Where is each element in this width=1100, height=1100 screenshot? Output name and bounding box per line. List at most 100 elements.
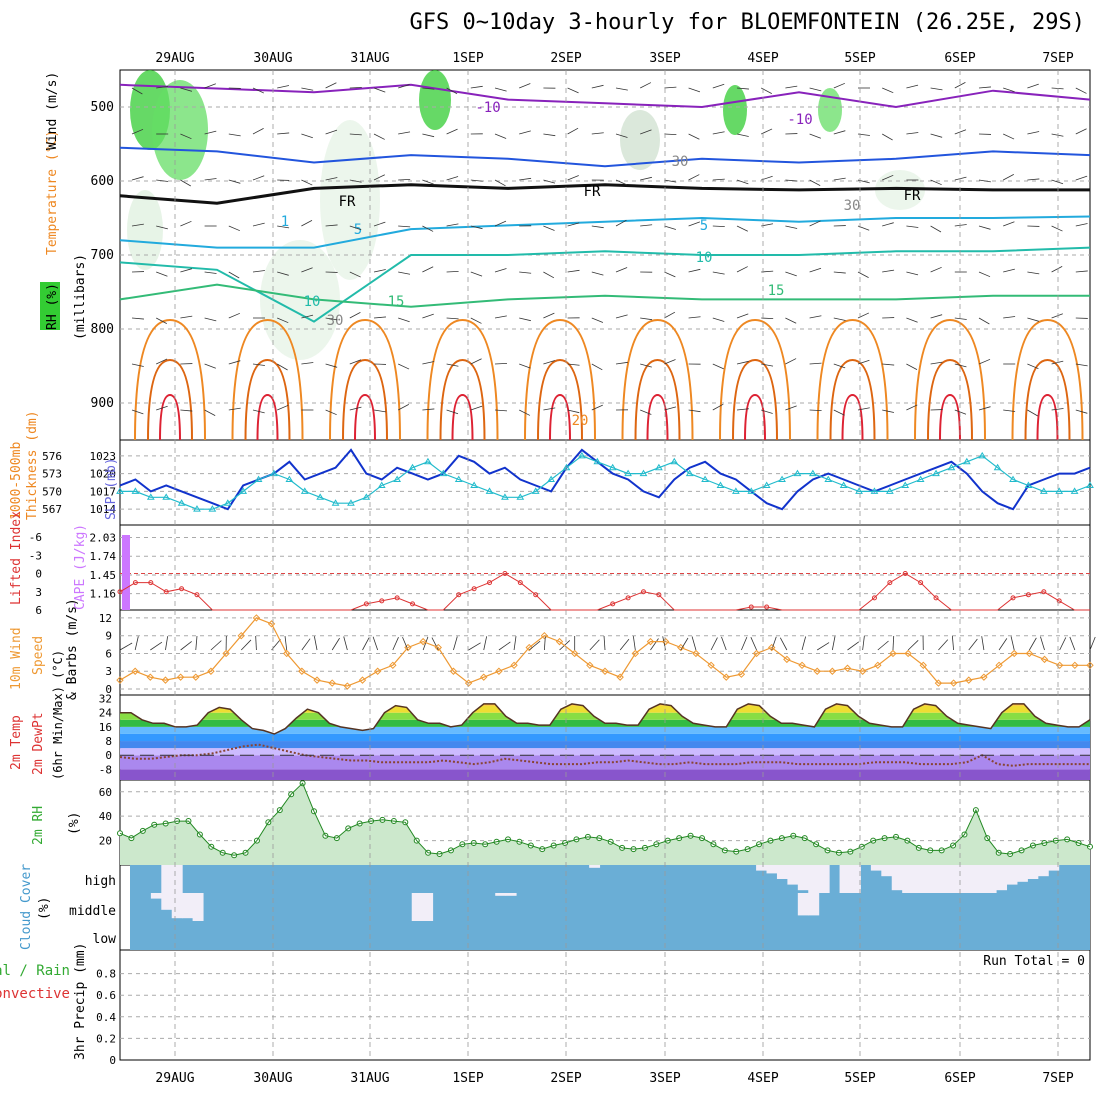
surface-wind-barb bbox=[513, 636, 517, 651]
wind-barb bbox=[615, 361, 628, 365]
wind-barb bbox=[978, 225, 991, 230]
millibars-label: (millibars) bbox=[73, 254, 88, 340]
date-label-bottom: 3SEP bbox=[649, 1071, 680, 1086]
li-point bbox=[194, 592, 200, 598]
li-point bbox=[471, 586, 477, 592]
wind-barb bbox=[398, 363, 410, 370]
wind-barb bbox=[252, 270, 265, 273]
wind-barb bbox=[640, 176, 652, 181]
wind-barb bbox=[543, 133, 556, 137]
date-label-bottom: 7SEP bbox=[1042, 1071, 1073, 1086]
surface-wind-barb bbox=[362, 637, 370, 651]
temp-tick: 16 bbox=[99, 721, 112, 734]
wind-barb bbox=[664, 86, 677, 89]
contour-label: -10 bbox=[475, 100, 500, 116]
cloud-cell-high bbox=[975, 865, 987, 893]
surface-wind-barb bbox=[998, 638, 1008, 651]
wind-barb bbox=[785, 405, 797, 411]
wind-speed-point bbox=[389, 661, 397, 670]
wind-barb bbox=[688, 174, 700, 181]
wind10-label-1: 10m Wind bbox=[9, 627, 24, 690]
wind-barb bbox=[809, 179, 821, 186]
cape-axis-label: CAPE (J/kg) bbox=[73, 524, 88, 610]
run-total: Run Total = 0 bbox=[983, 954, 1085, 969]
wind-barb bbox=[519, 177, 532, 181]
wind-speed-point bbox=[464, 679, 473, 687]
pressure-tick: 700 bbox=[91, 248, 114, 263]
wind-barb bbox=[1075, 409, 1088, 414]
wind-barb bbox=[640, 409, 652, 415]
wind-barb bbox=[156, 271, 168, 277]
wind-barb bbox=[688, 316, 701, 319]
wind-barb bbox=[1051, 313, 1063, 319]
cloud-cell-high bbox=[964, 865, 976, 893]
wind-barb bbox=[882, 87, 894, 94]
wind-barb bbox=[446, 176, 459, 181]
wind-speed-point bbox=[1040, 655, 1049, 664]
wind-barb bbox=[954, 224, 967, 227]
wind-barb bbox=[228, 407, 241, 411]
contour-label: 5 bbox=[354, 222, 362, 238]
precip-rain-label: Total / Rain bbox=[0, 963, 70, 979]
wind-barb bbox=[930, 179, 942, 186]
rh-tick: 20 bbox=[99, 835, 112, 848]
li-point bbox=[610, 601, 616, 607]
wind-barb bbox=[543, 179, 556, 184]
wind-barb bbox=[277, 404, 289, 411]
wind-barb bbox=[470, 317, 482, 324]
isotherm-20-loop bbox=[621, 318, 694, 441]
surface-wind-barb bbox=[981, 636, 985, 651]
wind-barb bbox=[1051, 266, 1063, 273]
wind-speed-point bbox=[373, 667, 382, 675]
wind-barb bbox=[736, 179, 749, 185]
wind-barb bbox=[978, 271, 991, 278]
surface-wind-barb bbox=[779, 637, 788, 651]
wind-barb bbox=[567, 175, 579, 181]
wind-tick: 6 bbox=[105, 647, 112, 660]
li-tick: 0 bbox=[35, 568, 42, 581]
temp-band bbox=[120, 748, 1090, 756]
wind-barb bbox=[180, 179, 191, 187]
wind-barb bbox=[422, 408, 435, 411]
cloud-cell-high bbox=[985, 865, 997, 893]
wind-barb bbox=[664, 311, 676, 319]
isotherm-line bbox=[119, 183, 1090, 205]
wind-barb bbox=[1075, 363, 1088, 367]
wind-barb bbox=[131, 317, 144, 320]
wind-barb bbox=[640, 363, 652, 368]
rh-shading bbox=[620, 110, 660, 170]
precip-tick: 0 bbox=[109, 1054, 116, 1067]
surface-wind-barb bbox=[691, 636, 697, 651]
thickness-line bbox=[120, 455, 1091, 510]
thickness-point bbox=[978, 451, 987, 459]
isotherm-30-loop bbox=[451, 393, 474, 441]
temp-band bbox=[120, 769, 1090, 780]
wind-barb bbox=[204, 271, 217, 274]
wind-barb bbox=[204, 317, 217, 322]
wind-speed-point bbox=[555, 637, 564, 646]
wind-speed-point bbox=[616, 673, 624, 681]
surface-wind-barb bbox=[938, 639, 949, 651]
cloud-cell-middle bbox=[161, 893, 173, 910]
wind-barb bbox=[1027, 271, 1040, 275]
precip-convective-label: Convective bbox=[0, 986, 70, 1002]
surface-wind-barb bbox=[632, 636, 636, 651]
wind-barb bbox=[1075, 128, 1087, 135]
isotherm-line bbox=[119, 283, 1090, 308]
thickness-tick: 576 bbox=[42, 450, 62, 463]
li-point bbox=[933, 595, 939, 601]
wind-barb bbox=[1003, 409, 1016, 412]
wind-barb bbox=[978, 179, 991, 183]
wind-speed-point bbox=[874, 661, 882, 670]
wind-speed-point bbox=[510, 661, 518, 670]
wind-barb bbox=[712, 225, 725, 228]
rh-shading bbox=[260, 240, 340, 360]
wind-barb bbox=[422, 87, 435, 90]
contour-label: 1 bbox=[281, 214, 289, 230]
surface-wind-barb bbox=[453, 636, 458, 651]
wind-barb bbox=[470, 85, 483, 89]
wind-barb bbox=[906, 404, 918, 411]
surface-wind-barb bbox=[1029, 637, 1037, 651]
wind-barb bbox=[857, 359, 870, 365]
surface-wind-barb bbox=[741, 636, 748, 651]
